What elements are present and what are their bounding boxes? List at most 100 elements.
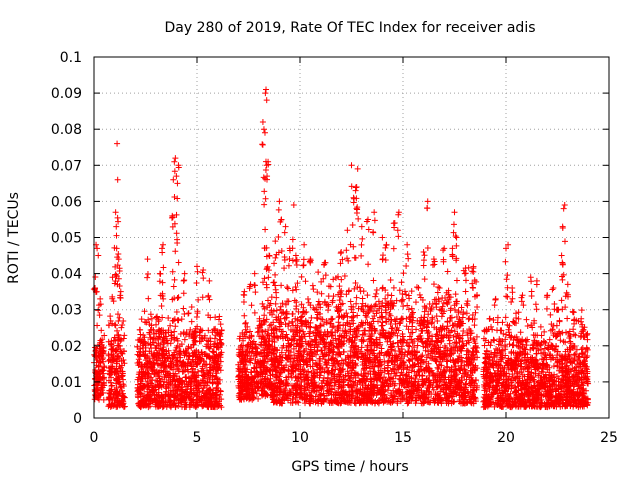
data-point — [171, 276, 178, 283]
data-point — [405, 255, 412, 262]
data-point — [337, 250, 344, 257]
data-point — [99, 367, 106, 374]
data-point — [110, 345, 117, 352]
data-point — [95, 392, 102, 399]
data-point — [240, 298, 247, 305]
data-point — [113, 223, 120, 230]
data-point — [113, 404, 120, 411]
data-point — [261, 275, 268, 282]
data-point — [158, 302, 165, 309]
data-point — [217, 330, 224, 337]
data-point — [379, 234, 386, 241]
data-point — [114, 311, 121, 318]
data-point — [194, 263, 200, 270]
data-point — [344, 255, 351, 262]
data-point — [148, 315, 155, 322]
data-point — [144, 256, 151, 263]
data-point — [261, 188, 268, 195]
data-point — [108, 338, 115, 345]
data-point — [300, 262, 307, 269]
data-point — [383, 242, 390, 249]
data-point — [117, 288, 124, 295]
data-point — [272, 271, 279, 278]
data-point — [359, 235, 366, 242]
data-point — [450, 221, 457, 228]
data-point — [173, 173, 180, 180]
data-point — [112, 278, 119, 285]
data-point — [94, 245, 101, 252]
data-point — [112, 209, 119, 216]
data-point — [115, 331, 122, 338]
data-point — [379, 322, 386, 329]
data-point — [137, 326, 144, 333]
data-point — [406, 343, 413, 350]
data-point — [195, 296, 202, 303]
data-point — [438, 307, 445, 314]
data-point — [251, 270, 258, 277]
data-point — [159, 249, 166, 256]
data-point — [93, 370, 100, 377]
data-point — [352, 184, 359, 191]
data-point — [391, 224, 398, 231]
data-point — [369, 315, 376, 322]
data-point — [344, 227, 351, 234]
data-point — [153, 321, 160, 328]
data-points — [90, 86, 592, 411]
data-point — [416, 291, 423, 298]
data-point — [263, 86, 270, 93]
data-point — [114, 358, 121, 365]
data-point — [96, 302, 103, 309]
data-point — [98, 327, 105, 334]
data-point — [359, 295, 366, 302]
data-point — [371, 209, 378, 216]
data-point — [259, 141, 266, 148]
data-point — [182, 374, 189, 381]
data-point — [272, 238, 279, 245]
data-point — [464, 347, 471, 354]
data-point — [309, 282, 316, 289]
data-point — [358, 223, 365, 230]
data-point — [379, 255, 386, 262]
data-point — [330, 293, 337, 300]
data-point — [117, 346, 124, 353]
data-point — [115, 353, 122, 360]
data-point — [491, 337, 498, 344]
data-point — [276, 198, 283, 205]
data-point — [119, 390, 126, 397]
data-point — [165, 314, 172, 321]
data-point — [175, 294, 182, 301]
data-point — [273, 294, 280, 301]
data-point — [275, 233, 282, 240]
data-point — [293, 262, 300, 269]
data-point — [408, 305, 415, 312]
data-point — [240, 291, 247, 298]
data-point — [205, 292, 212, 299]
data-point — [170, 176, 177, 183]
data-point — [96, 312, 103, 319]
data-point — [524, 323, 531, 330]
data-point — [106, 371, 113, 378]
data-point — [400, 270, 407, 277]
data-point — [365, 261, 372, 268]
data-point — [92, 367, 99, 374]
data-point — [262, 167, 269, 174]
data-point — [108, 382, 115, 389]
data-point — [261, 129, 268, 136]
data-point — [266, 252, 273, 259]
data-point — [315, 298, 322, 305]
data-point — [272, 300, 279, 307]
data-point — [93, 386, 100, 393]
data-point — [263, 97, 270, 104]
data-point — [420, 257, 427, 264]
data-point — [350, 199, 357, 206]
data-point — [101, 332, 108, 339]
data-point — [390, 284, 397, 291]
data-point — [172, 248, 179, 255]
data-point — [117, 402, 124, 409]
data-point — [120, 382, 127, 389]
data-point — [285, 298, 292, 305]
data-point — [109, 320, 116, 327]
data-point — [251, 368, 258, 375]
data-point — [97, 295, 104, 302]
data-point — [387, 277, 394, 284]
